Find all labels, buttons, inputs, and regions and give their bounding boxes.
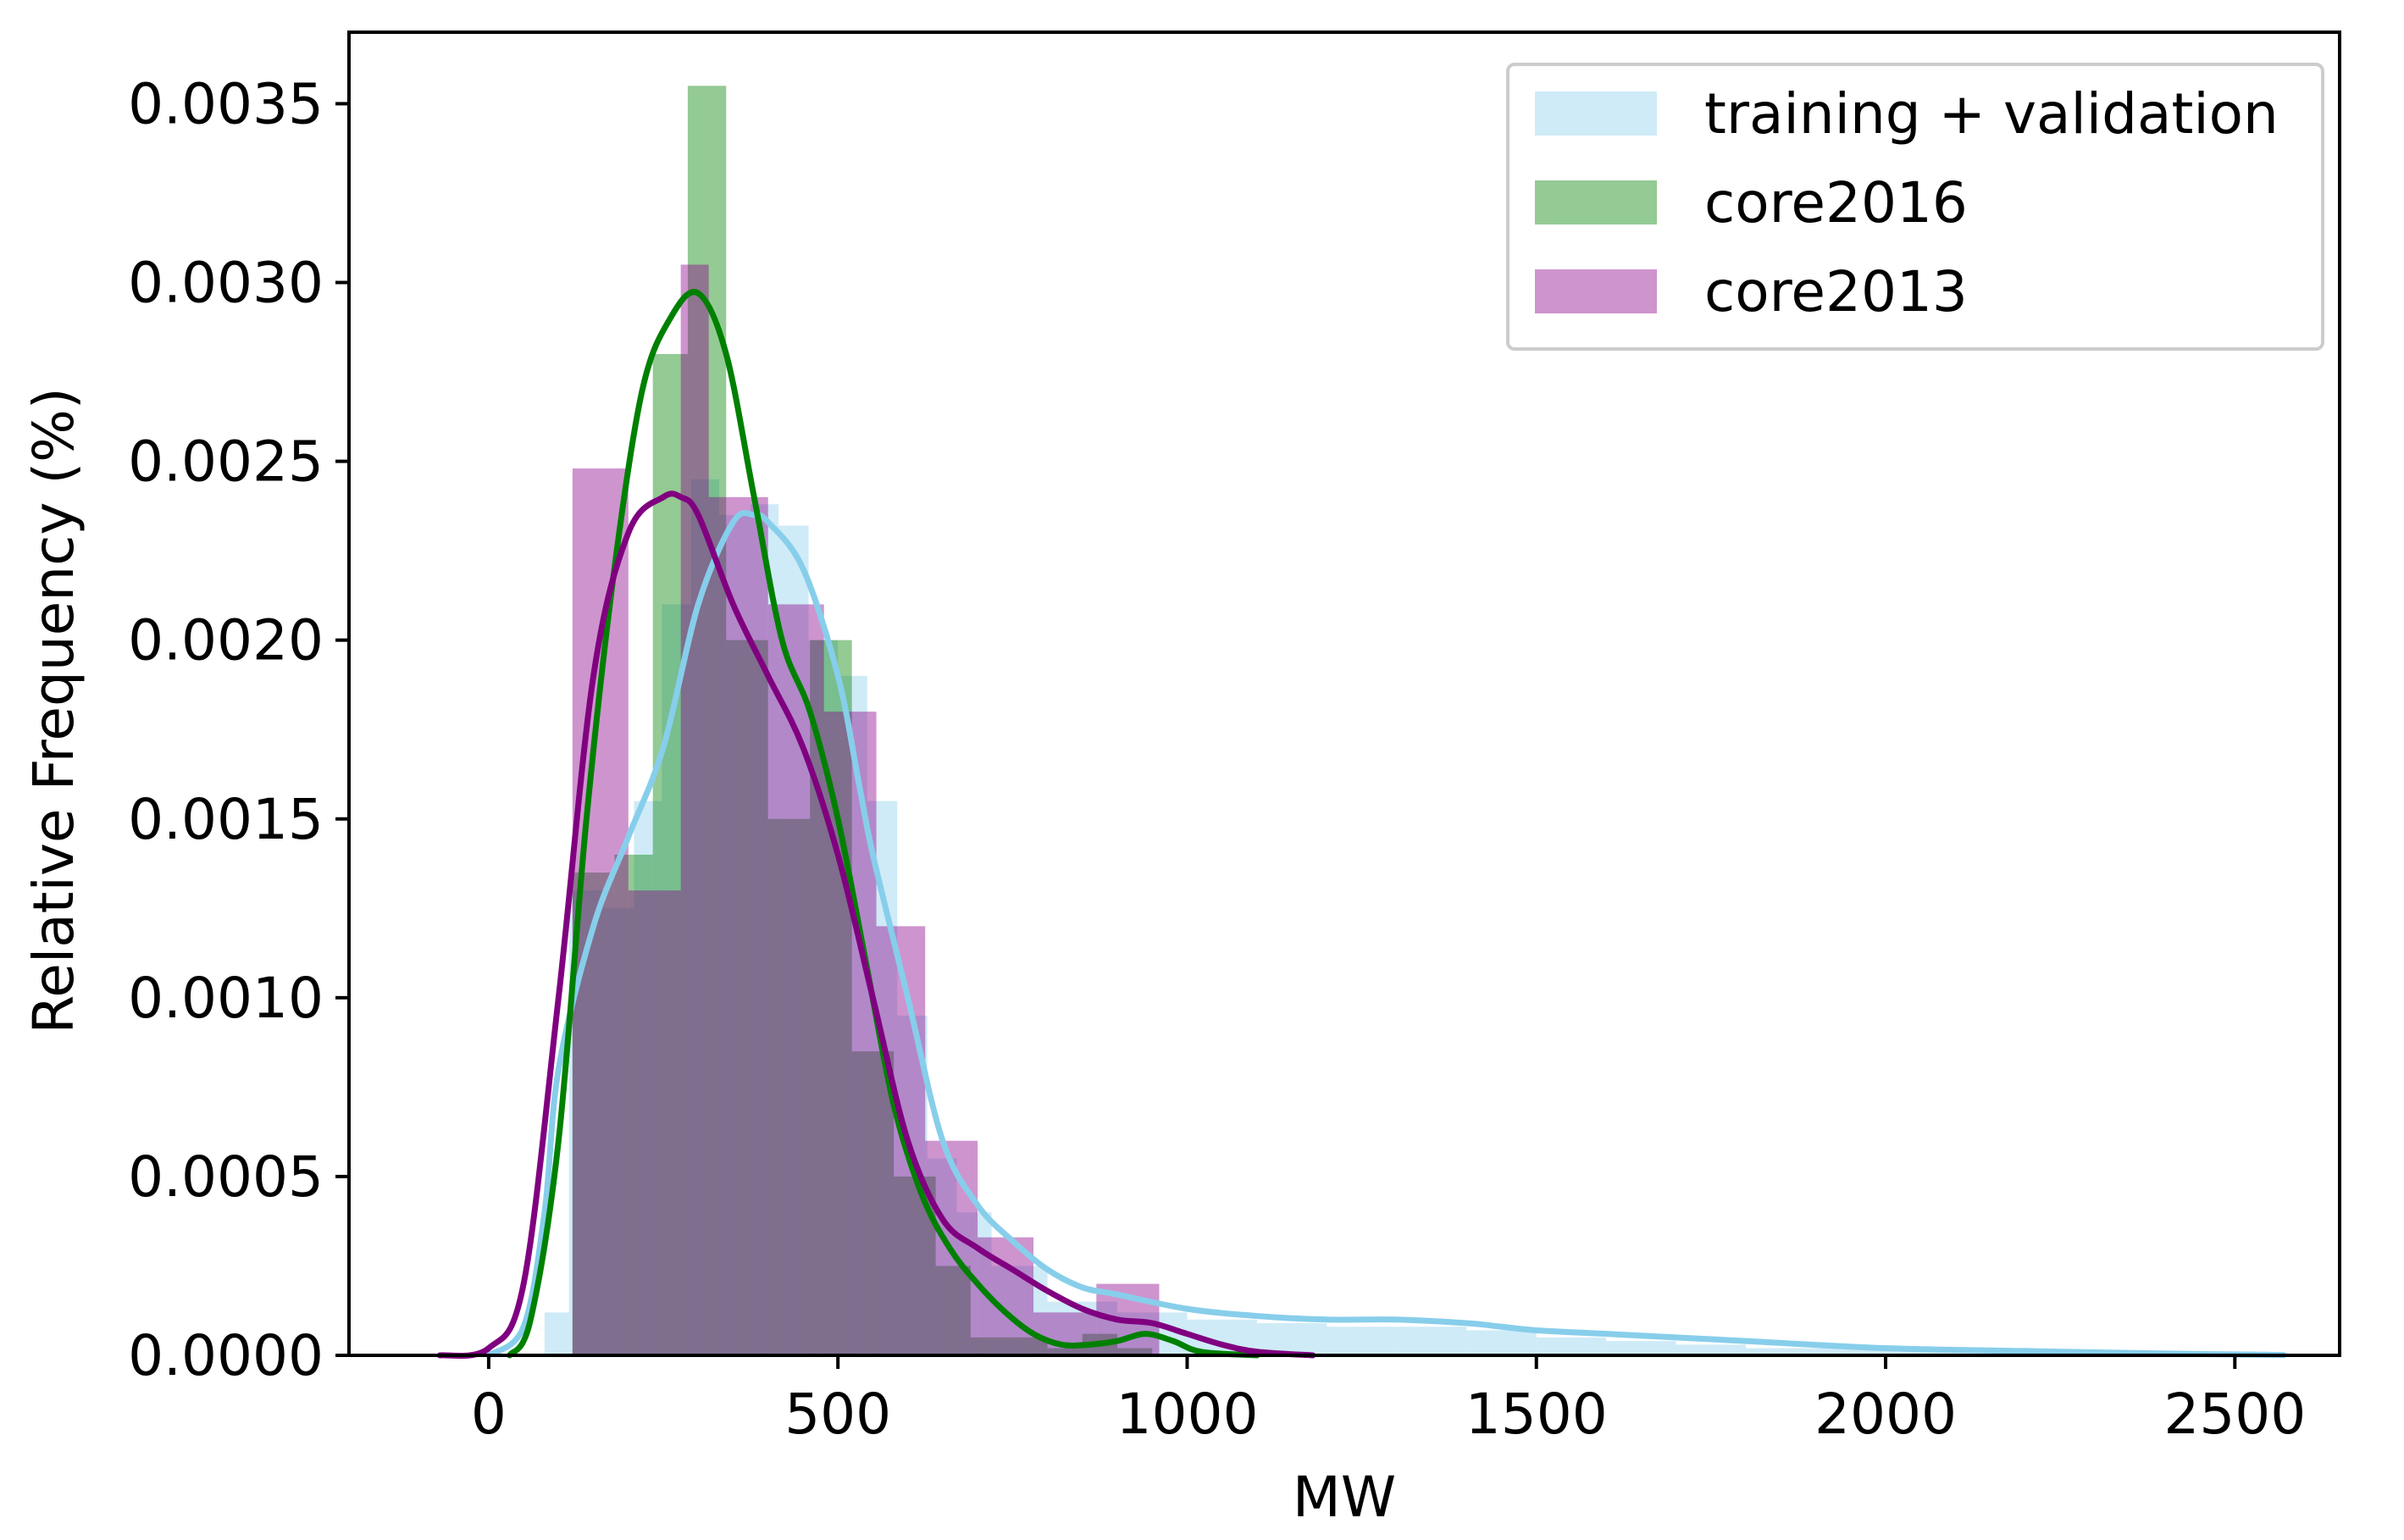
training-validation-density-line <box>485 510 2287 1359</box>
x-tick-label: 500 <box>784 1382 891 1447</box>
training-validation-bar <box>778 525 809 1355</box>
training-validation-bar <box>1815 1348 1886 1355</box>
core2013-legend-label: core2013 <box>1704 259 1968 324</box>
x-tick-label: 2500 <box>2163 1382 2306 1447</box>
legend-frame <box>1506 63 2324 351</box>
x-tick-label: 0 <box>471 1382 507 1447</box>
x-axis-ticks: 0 500 1000 1500 2000 2500 <box>471 1355 2306 1447</box>
training-validation-bar <box>1606 1341 1676 1355</box>
y-tick-label: 0.0035 <box>128 71 324 136</box>
training-validation-bar <box>691 479 720 1356</box>
x-tick-label: 1000 <box>1116 1382 1258 1447</box>
core2013-bar <box>708 496 768 1355</box>
y-tick-label: 0.0000 <box>128 1323 324 1388</box>
y-tick-label: 0.0030 <box>128 251 324 316</box>
x-tick-label: 1500 <box>1465 1382 1608 1447</box>
x-tick-label: 2000 <box>1814 1382 1957 1447</box>
training-validation-bar <box>1955 1351 2025 1355</box>
core2016-legend-swatch <box>1535 180 1657 224</box>
plot-frame <box>347 30 2341 1357</box>
training-validation-legend-swatch <box>1535 91 1657 136</box>
core2013-bar <box>680 264 709 1355</box>
density-curves <box>436 289 2287 1360</box>
training-validation-bar <box>1676 1344 1747 1355</box>
core2013-bar <box>628 890 681 1355</box>
y-axis-ticks: 0.0000 0.0005 0.0010 0.0015 0.0020 0.0025 0.00… <box>128 71 349 1388</box>
core2013-bar <box>1033 1312 1097 1355</box>
y-tick-label: 0.0025 <box>128 429 324 495</box>
y-tick-label: 0.0015 <box>128 787 324 852</box>
core2016-bar <box>970 1337 1013 1355</box>
core2016-bar <box>652 353 688 1356</box>
training-validation-bar <box>1466 1330 1537 1355</box>
training-validation-bar <box>927 1158 957 1355</box>
core2016-bar <box>687 86 727 1355</box>
y-tick-label: 0.0020 <box>128 608 324 673</box>
chart-legend: training + validation core2016 core2013 <box>1506 63 2324 351</box>
training-validation-bar <box>1746 1348 1816 1355</box>
core2016-bars <box>572 86 1153 1356</box>
core2016-bar <box>851 1051 895 1355</box>
training-validation-bar <box>1327 1327 1397 1355</box>
core2016-bar <box>726 640 768 1355</box>
core2016-bar <box>810 640 852 1355</box>
legend-items: training + validation core2016 core2013 <box>1535 81 2279 324</box>
training-validation-bar <box>544 1312 569 1355</box>
core2016-bar <box>1012 1337 1048 1355</box>
core2013-density-line <box>436 490 1316 1360</box>
core2016-bar <box>1117 1348 1153 1355</box>
core2013-legend-swatch <box>1535 269 1657 313</box>
training-validation-bar <box>719 514 751 1355</box>
core2013-bar <box>767 604 824 1355</box>
y-tick-label: 0.0010 <box>128 966 324 1031</box>
y-tick-label: 0.0005 <box>128 1144 324 1210</box>
training-validation-bar <box>603 908 634 1355</box>
training-validation-legend-label: training + validation <box>1704 81 2279 147</box>
core2013-bar <box>823 712 877 1355</box>
training-validation-bar <box>634 800 662 1355</box>
core2016-bar <box>767 818 811 1355</box>
core2016-density-line <box>507 289 1260 1359</box>
core2016-bar <box>614 854 653 1355</box>
x-axis-title: MW <box>1293 1465 1396 1530</box>
y-axis-title: Relative Frequency (%) <box>21 387 86 1033</box>
training-validation-bars <box>544 479 2270 1356</box>
core2016-legend-label: core2016 <box>1704 170 1968 235</box>
training-validation-bar <box>1396 1327 1467 1355</box>
training-validation-bar <box>1536 1337 1607 1355</box>
core2016-bar <box>935 1266 971 1355</box>
core2016-bar <box>1047 1348 1083 1355</box>
core2016-bar <box>572 872 615 1355</box>
